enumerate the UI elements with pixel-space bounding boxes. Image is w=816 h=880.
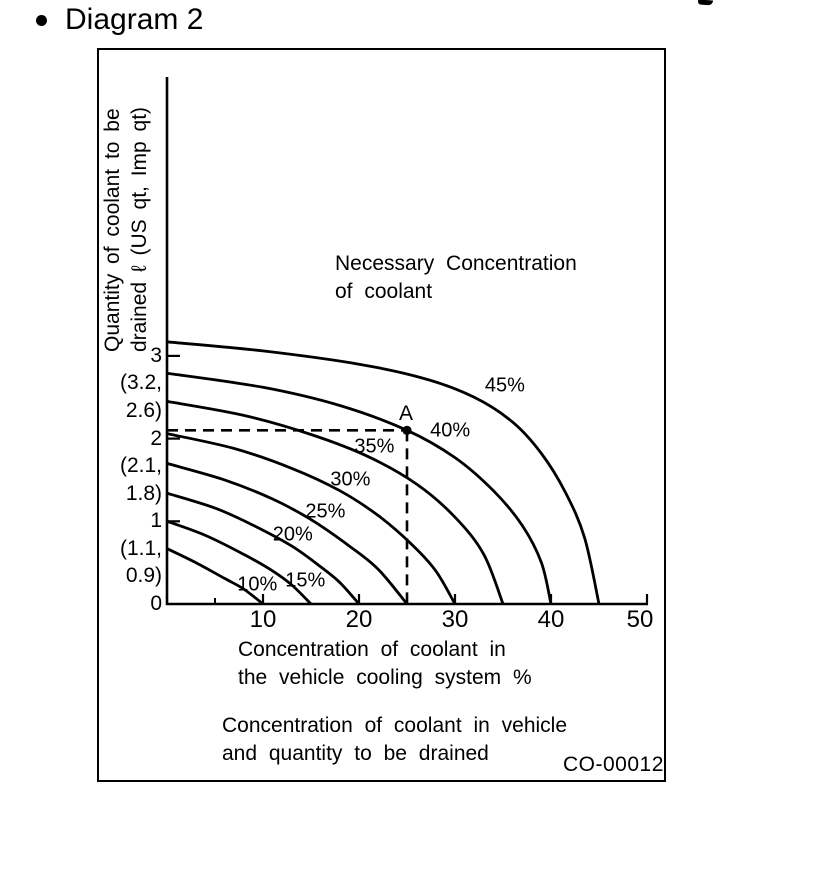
x-tick-label-10: 10 <box>249 606 277 633</box>
curve-label-25%: 25% <box>305 500 346 523</box>
y-axis-label-line-2: drained ℓ (US qt, Imp qt) <box>128 106 151 352</box>
curve-label-35%: 35% <box>354 435 395 458</box>
x-axis-label-line-2: the vehicle cooling system % <box>238 666 532 689</box>
curve-label-20%: 20% <box>272 523 313 546</box>
x-tick-label-40: 40 <box>537 606 565 633</box>
diagram-title: Diagram 2 <box>65 3 204 36</box>
curve-10% <box>166 547 264 606</box>
x-tick-label-50: 50 <box>626 606 654 633</box>
curve-40% <box>166 371 553 605</box>
x-tick-label-20: 20 <box>345 606 373 633</box>
annotation-line-1: Necessary Concentration <box>335 252 577 275</box>
point-a-dot <box>402 425 412 435</box>
curve-15% <box>166 519 312 605</box>
y-tick-label-1: 1 (1.1, 0.9) <box>119 509 162 588</box>
curve-label-30%: 30% <box>330 468 371 491</box>
figure-caption-line-1: Concentration of coolant in vehicle <box>222 714 568 737</box>
figure-caption: Concentration of coolant in vehicle and … <box>222 712 567 768</box>
bullet-icon <box>36 14 47 26</box>
y-tick-label-3: 3 (3.2, 2.6) <box>119 343 162 422</box>
figure-caption-line-2: and quantity to be drained <box>222 742 489 765</box>
annotation-line-2: of coolant <box>335 280 433 303</box>
curve-25% <box>166 462 409 605</box>
curve-label-40%: 40% <box>430 419 471 442</box>
x-axis-label-line-1: Concentration of coolant in <box>238 638 506 661</box>
curve-label-15%: 15% <box>285 569 326 592</box>
diagram-heading: Diagram 2 <box>36 4 203 36</box>
curve-label-45%: 45% <box>484 374 525 397</box>
y-tick-label-2: 2 (2.1, 1.8) <box>119 426 162 505</box>
y-axis-label: Quantity of coolant to be drained ℓ (US … <box>99 72 153 352</box>
curve-label-10%: 10% <box>237 573 278 596</box>
point-a-label: A <box>398 402 414 426</box>
y-tick-label-0: 0 <box>150 592 162 615</box>
curve-45% <box>166 340 601 605</box>
axes-lines <box>165 77 648 606</box>
curve-20% <box>166 491 361 605</box>
curve-30% <box>166 432 457 605</box>
curve-35% <box>166 400 505 605</box>
y-axis-label-line-1: Quantity of coolant to be <box>101 108 124 352</box>
x-tick-label-30: 30 <box>441 606 469 633</box>
x-axis-label: Concentration of coolant in the vehicle … <box>238 636 532 692</box>
figure-frame <box>97 48 666 782</box>
chart-annotation: Necessary Concentration of coolant <box>335 250 577 306</box>
figure-code: CO-00012 <box>563 753 664 776</box>
